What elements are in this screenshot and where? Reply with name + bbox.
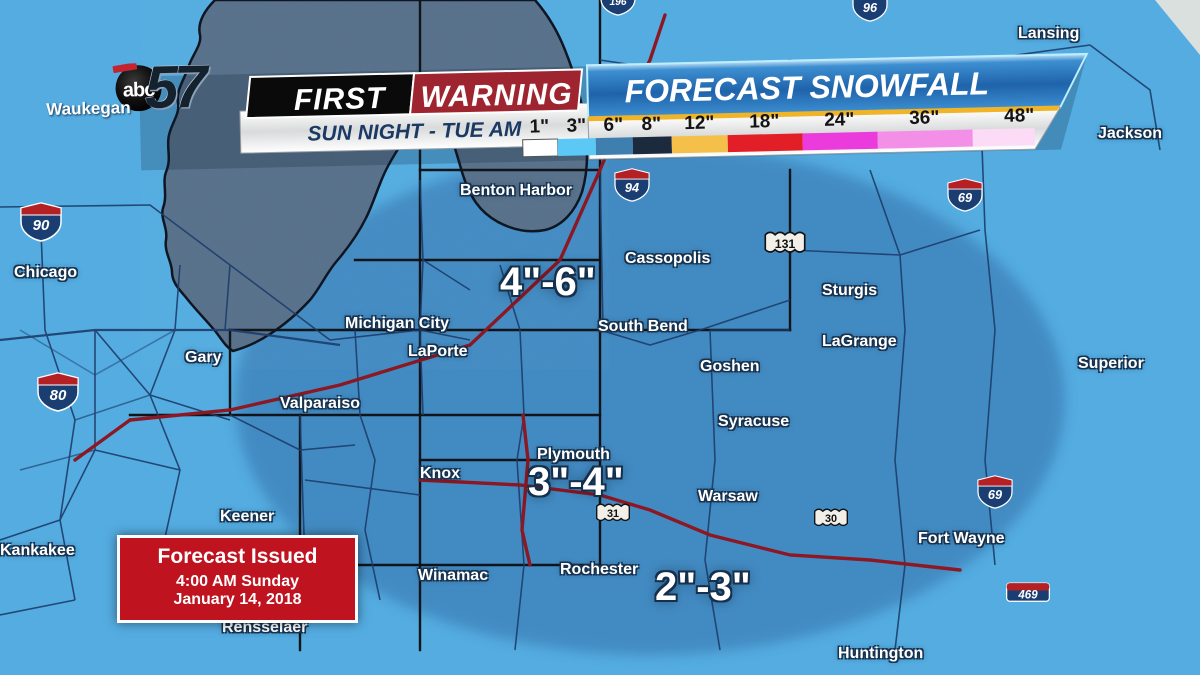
svg-text:6": 6"	[603, 114, 623, 135]
svg-text:WARNING: WARNING	[420, 78, 573, 114]
svg-text:36": 36"	[909, 107, 940, 129]
svg-text:131: 131	[775, 237, 796, 251]
svg-text:94: 94	[625, 180, 639, 195]
svg-text:30: 30	[825, 513, 837, 525]
svg-text:12": 12"	[684, 112, 715, 134]
svg-text:1": 1"	[529, 116, 549, 137]
svg-text:96: 96	[863, 0, 878, 15]
svg-text:3": 3"	[566, 115, 586, 136]
svg-text:24": 24"	[824, 109, 855, 131]
svg-text:80: 80	[50, 387, 67, 404]
svg-text:48": 48"	[1004, 105, 1035, 127]
svg-text:31: 31	[607, 508, 619, 520]
svg-text:8": 8"	[641, 114, 661, 135]
svg-text:FIRST: FIRST	[293, 82, 387, 117]
svg-text:69: 69	[988, 487, 1003, 502]
svg-text:SUN NIGHT - TUE AM: SUN NIGHT - TUE AM	[307, 118, 522, 146]
svg-text:469: 469	[1017, 590, 1038, 602]
svg-text:69: 69	[958, 190, 973, 205]
svg-text:18": 18"	[749, 111, 780, 133]
svg-text:90: 90	[33, 217, 50, 234]
svg-text:196: 196	[610, 0, 627, 8]
